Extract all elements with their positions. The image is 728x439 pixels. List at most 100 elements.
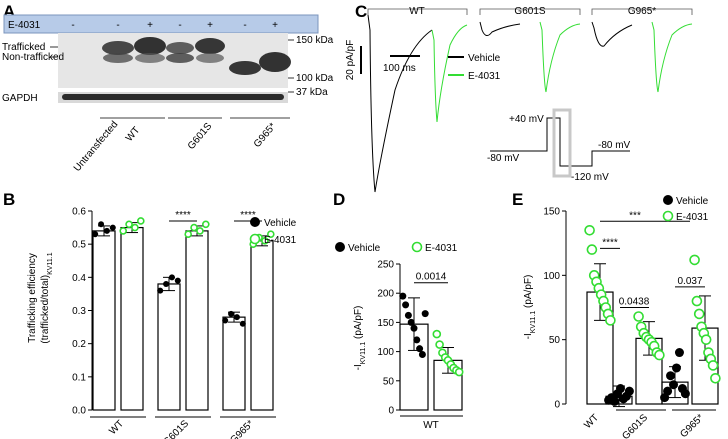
panel-label-d: D: [333, 190, 345, 209]
panel-b-legend-e4031-marker: [249, 233, 261, 245]
panel-label-e: E: [512, 190, 523, 209]
panel-e-legend-e4031-label: E-4031: [676, 212, 709, 223]
lane-sign-6: -: [243, 20, 246, 31]
protocol-highlight-box: [552, 108, 572, 178]
panel-b-point-e4031: [119, 227, 127, 235]
lane-label-wt: WT: [124, 125, 142, 144]
panel-e-point-vehicle: [680, 389, 690, 399]
panel-b-point-vehicle: [92, 231, 99, 238]
group-bracket-g965: [591, 8, 693, 15]
panel-label-c: C: [355, 2, 367, 21]
panel-b-point-e4031: [137, 217, 145, 225]
panel-e-ytick-label: 100: [543, 271, 560, 282]
gapdh-band: [62, 94, 284, 100]
panel-e-ylabel-subscript: KV11.1: [530, 311, 537, 334]
band-g601s-vehicle-upper: [166, 42, 194, 54]
panel-b-ylabel-subscript: KV11.1: [47, 252, 54, 275]
panel-d-ytick-label: 0: [388, 406, 394, 417]
panel-e-ylabel-unit: (pA/pF): [523, 275, 534, 311]
scale-current-label: 20 pA/pF: [345, 40, 356, 81]
band-g965-e4031: [259, 52, 291, 72]
panel-d-ytick-label: 200: [377, 289, 394, 300]
panel-e-point-e4031: [707, 360, 719, 371]
band-wt-e4031-lower: [135, 53, 165, 63]
panel-e-point-vehicle: [663, 386, 673, 396]
panel-a-western-blot: E-4031 - - + - + - + Trafficked Non-traf…: [2, 14, 334, 174]
panel-e-legend-vehicle-label: Vehicle: [676, 196, 709, 207]
treatment-label: E-4031: [8, 20, 41, 31]
trace-g601s-vehicle: [479, 21, 521, 36]
panel-e-sig-label: 0.037: [677, 276, 702, 287]
panel-b-bar: [250, 240, 274, 411]
panel-d-legend-vehicle-label: Vehicle: [348, 243, 381, 254]
panel-b-ytick-label: 0.1: [72, 372, 86, 383]
panel-d-point-vehicle: [399, 292, 407, 300]
panel-d-legend-vehicle-marker: [335, 242, 345, 252]
panel-b-legend-vehicle-marker: [250, 217, 260, 227]
protocol-label-minus80-b: -80 mV: [598, 140, 631, 151]
band-g601s-e4031-lower: [196, 53, 224, 63]
panel-e-ylabel: -IKV11.1 (pA/pF): [523, 275, 537, 340]
panel-d-point-vehicle: [418, 351, 426, 359]
panel-b-bar: [92, 230, 116, 411]
band-g601s-e4031-upper: [195, 38, 225, 54]
panel-e-point-e4031: [586, 244, 598, 255]
legend-e4031-label: E-4031: [468, 71, 501, 82]
panel-d-ytick-label: 50: [383, 376, 395, 387]
panel-b-point-e4031: [266, 230, 275, 239]
panel-c-current-traces: WT G601S G965* 20 pA/pF 100 ms Vehicle E…: [345, 6, 693, 193]
panel-d-ytick-label: 150: [377, 318, 394, 329]
panel-d-current-density-chart: 0 50 100 150 200 250 WT 0.0014 Vehicle E-4031 -IKV…: [335, 241, 464, 431]
panel-e-ytick-label: 50: [549, 335, 561, 346]
marker-150-label: 150 kDa: [296, 35, 334, 46]
panel-label-b: B: [3, 190, 15, 209]
panel-e-point-e4031: [654, 349, 665, 361]
panel-e-xtick-label-g965: G965*: [678, 412, 706, 439]
protocol-label-plus40: +40 mV: [509, 114, 544, 125]
panel-e-point-e4031: [691, 295, 703, 307]
panel-b-point-e4031: [125, 220, 133, 229]
panel-e-legend-vehicle-marker: [663, 195, 673, 205]
panel-b-point-vehicle: [239, 320, 246, 327]
panel-e-legend-e4031-marker: [662, 210, 674, 222]
panel-b-point-vehicle: [157, 287, 164, 294]
trace-wt-vehicle: [367, 14, 433, 193]
panel-d-ylabel-subscript: KV11.1: [360, 342, 367, 365]
panel-d-ytick-label: 100: [377, 347, 394, 358]
panel-e-point-e4031: [710, 372, 721, 384]
panel-d-point-e4031: [432, 329, 442, 339]
panel-b-point-vehicle: [222, 317, 229, 324]
panel-e-point-vehicle: [615, 384, 625, 394]
panel-b-ytick-label: 0.5: [72, 240, 86, 251]
panel-b-ylabel-1: Trafficking efficiency: [27, 253, 38, 343]
panel-b-point-vehicle: [98, 221, 105, 228]
panel-d-point-vehicle: [402, 301, 410, 309]
lane-sign-5: +: [207, 20, 213, 31]
panel-d-point-vehicle: [416, 345, 424, 353]
protocol-label-minus80-a: -80 mV: [487, 153, 520, 164]
lane-label-g601s: G601S: [186, 121, 215, 152]
panel-e-point-e4031: [584, 225, 595, 236]
panel-b-point-vehicle: [233, 314, 240, 321]
panel-b-point-e4031: [202, 220, 210, 229]
panel-d-point-vehicle: [413, 336, 421, 344]
panel-b-bar: [157, 283, 181, 411]
scale-time-label: 100 ms: [383, 63, 416, 74]
panel-d-point-vehicle: [407, 318, 415, 326]
panel-b-bar: [120, 226, 144, 411]
panel-e-point-e4031: [605, 315, 616, 326]
panel-d-sig-label: 0.0014: [416, 272, 447, 283]
panel-b-point-vehicle: [109, 224, 116, 231]
label-non-trafficked: Non-trafficked: [2, 52, 64, 63]
panel-b-legend-e4031-label: E-4031: [264, 235, 297, 246]
panel-e-xtick-label-g601s: G601S: [620, 412, 650, 439]
panel-b-sig-label: ****: [175, 210, 191, 221]
panel-e-point-vehicle: [624, 386, 634, 396]
panel-d-point-vehicle: [404, 311, 412, 319]
panel-b-point-e4031: [184, 230, 192, 239]
panel-b-trafficking-chart: 0.0 0.1 0.2 0.3 0.4 0.5 0.6 WT G601S G965* **** ***…: [72, 207, 297, 439]
band-wt-vehicle-upper: [102, 41, 134, 55]
panel-e-ytick-label: 0: [554, 400, 560, 411]
